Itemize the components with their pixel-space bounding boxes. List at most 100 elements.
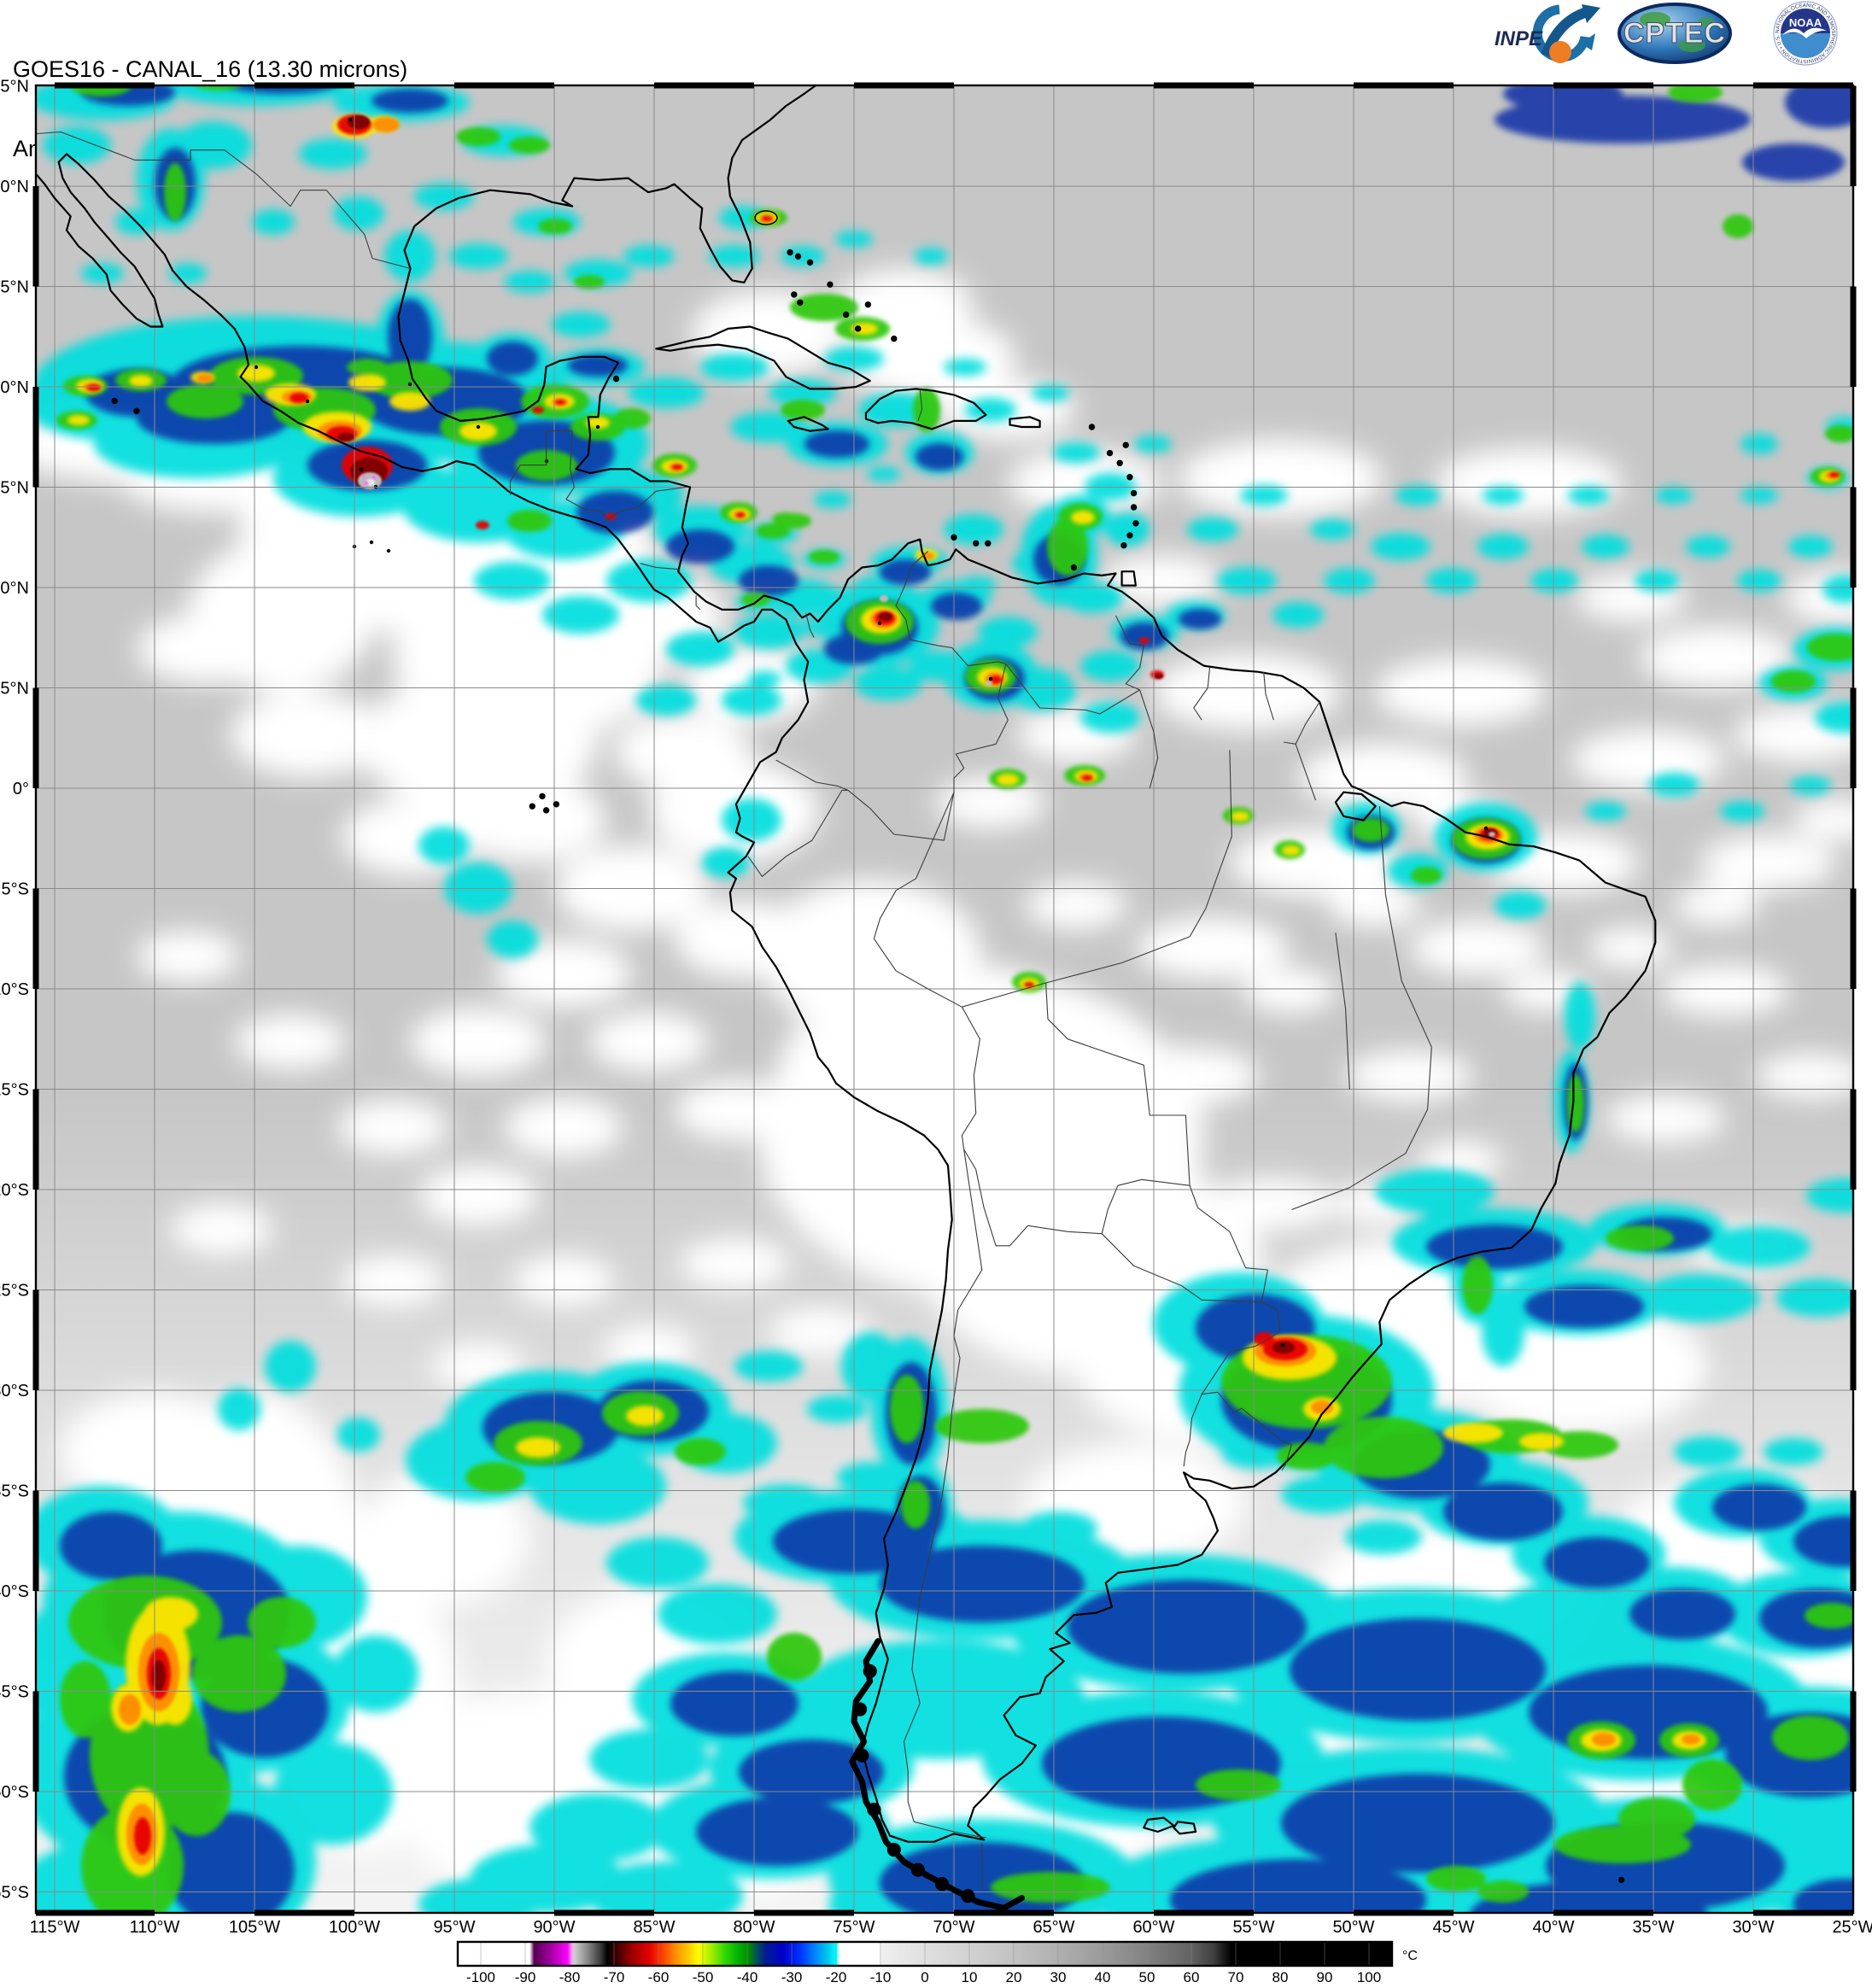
- border-line: [962, 982, 1199, 1208]
- cloud-blob-blue: [576, 491, 653, 534]
- cloud-blob-cyan: [589, 1729, 709, 1789]
- cloud-blob-white: [1793, 799, 1853, 840]
- small-island-dot: [973, 540, 980, 547]
- colorbar: [458, 1942, 1392, 1966]
- cloud-blob-red: [1829, 472, 1840, 477]
- cloud-blob-cyan: [414, 183, 474, 210]
- cloud-blob-cyan: [333, 1635, 418, 1712]
- cloud-blob-blue: [1544, 1537, 1650, 1588]
- cold-top-speck: [407, 382, 412, 387]
- cloud-blob-cyan: [1720, 801, 1764, 822]
- small-island-dot: [133, 407, 140, 414]
- cloud-blob-green: [913, 388, 940, 432]
- cold-top-speck: [254, 365, 259, 370]
- cloud-blob-cyan: [719, 206, 767, 230]
- cloud-blob-red: [605, 513, 617, 520]
- cloud-blob-cyan: [709, 245, 760, 267]
- cloud-blob-cyan: [628, 377, 705, 408]
- inpe-logo-label: INPE: [1495, 27, 1543, 50]
- lon-label: 80°W: [733, 1918, 775, 1937]
- cloud-blob-yellow: [143, 1597, 198, 1631]
- cloud-blob-blue: [666, 529, 734, 564]
- cloud-blob-cyan: [1345, 1520, 1422, 1554]
- cloud-blob-cyan: [1008, 673, 1076, 710]
- colorbar-tick-label: 40: [1095, 1969, 1111, 1985]
- cloud-blob-cyan: [337, 1418, 380, 1452]
- cloud-blob-green: [248, 1597, 316, 1648]
- cloud-blob-darkred: [348, 115, 370, 129]
- cloud-blob-blue: [1179, 609, 1221, 629]
- cloud-blob-cyan: [1486, 1580, 1674, 1665]
- americas-coastline: [36, 85, 1657, 1843]
- colorbar-tick-label: -70: [604, 1969, 625, 1985]
- small-island-dot: [951, 534, 957, 541]
- cloud-blob-blue: [1443, 1482, 1563, 1541]
- border-line: [1197, 1207, 1268, 1302]
- cloud-blob-blue: [1524, 1285, 1644, 1328]
- cloud-blob-yellow: [1519, 1433, 1564, 1450]
- cloud-blob-white: [342, 1255, 444, 1307]
- cloud-blob-cyan: [418, 827, 470, 864]
- border-line: [1378, 806, 1432, 1048]
- cloud-blob-white: [137, 615, 273, 683]
- colorbar-tick-label: 60: [1184, 1969, 1200, 1985]
- lon-label: 75°W: [833, 1918, 875, 1937]
- border-line: [1101, 1178, 1190, 1234]
- cloud-blob-yellow: [626, 1406, 664, 1426]
- cloud-blob-blue: [1785, 85, 1853, 128]
- cloud-blob-cyan: [1764, 1438, 1823, 1465]
- cloud-blob-white: [337, 1100, 448, 1155]
- small-island-dot: [864, 301, 872, 308]
- cloud-blob-cyan: [944, 514, 1003, 545]
- cloud-blob-blue: [670, 1671, 799, 1736]
- cloud-blob-green: [1825, 425, 1853, 442]
- cloud-blob-white: [512, 1255, 615, 1307]
- cloud-blob-cyan: [606, 1537, 709, 1588]
- cloud-blob-cyan: [1105, 512, 1150, 547]
- cloud-blob-cyan: [743, 1484, 828, 1522]
- cloud-blob-cyan: [175, 121, 252, 169]
- island-coastline: [864, 388, 987, 430]
- small-island-dot: [529, 803, 535, 810]
- lat-label: 10°S: [0, 980, 29, 999]
- cloud-blob-green: [367, 361, 453, 399]
- cloud-blob-white: [171, 1204, 273, 1255]
- cloud-blob-white: [1243, 968, 1337, 1013]
- cloud-blob-blue: [1742, 143, 1845, 181]
- cloud-blob-green: [1668, 85, 1723, 102]
- border-line: [805, 613, 815, 639]
- cloud-blob-cyan: [606, 559, 692, 602]
- small-island-dot: [787, 248, 793, 256]
- cloud-blob-cyan: [734, 615, 803, 649]
- small-island-dot: [1122, 441, 1129, 448]
- cloud-blob-white: [679, 1238, 790, 1289]
- cloud-blob-red: [1254, 1332, 1274, 1346]
- cloud-blob-cyan: [333, 196, 384, 231]
- cloud-blob-white: [1102, 555, 1221, 606]
- cloud-blob-green: [1682, 1759, 1742, 1810]
- cloud-blob-cyan: [1240, 485, 1288, 506]
- cloud-blob-green: [1324, 1417, 1443, 1478]
- cold-top-speck: [348, 117, 353, 122]
- border-line: [1335, 933, 1350, 1090]
- small-island-dot: [827, 281, 834, 288]
- coastlines: [36, 85, 1657, 1911]
- cloud-blob-white: [675, 901, 811, 978]
- cloud-blob-white: [235, 1014, 346, 1069]
- cloud-blob-red: [990, 675, 1002, 684]
- cloud-blob-blue: [931, 593, 982, 620]
- small-island-dot: [1126, 474, 1133, 481]
- cold-top-speck: [386, 548, 391, 553]
- border-line: [1193, 667, 1211, 721]
- cloud-blob-green: [60, 1661, 111, 1738]
- lat-label: 40°S: [0, 1582, 29, 1601]
- cold-top-speck: [1483, 826, 1489, 831]
- cloud-blob-green: [1772, 1716, 1849, 1760]
- cloud-blob-green: [347, 359, 388, 376]
- lon-label: 85°W: [633, 1918, 675, 1937]
- border-line: [1045, 936, 1190, 984]
- cold-top-speck: [877, 621, 882, 626]
- cloud-blob-yellow: [851, 323, 878, 335]
- cloud-blob-green: [790, 294, 858, 321]
- cold-top-speck: [476, 424, 481, 430]
